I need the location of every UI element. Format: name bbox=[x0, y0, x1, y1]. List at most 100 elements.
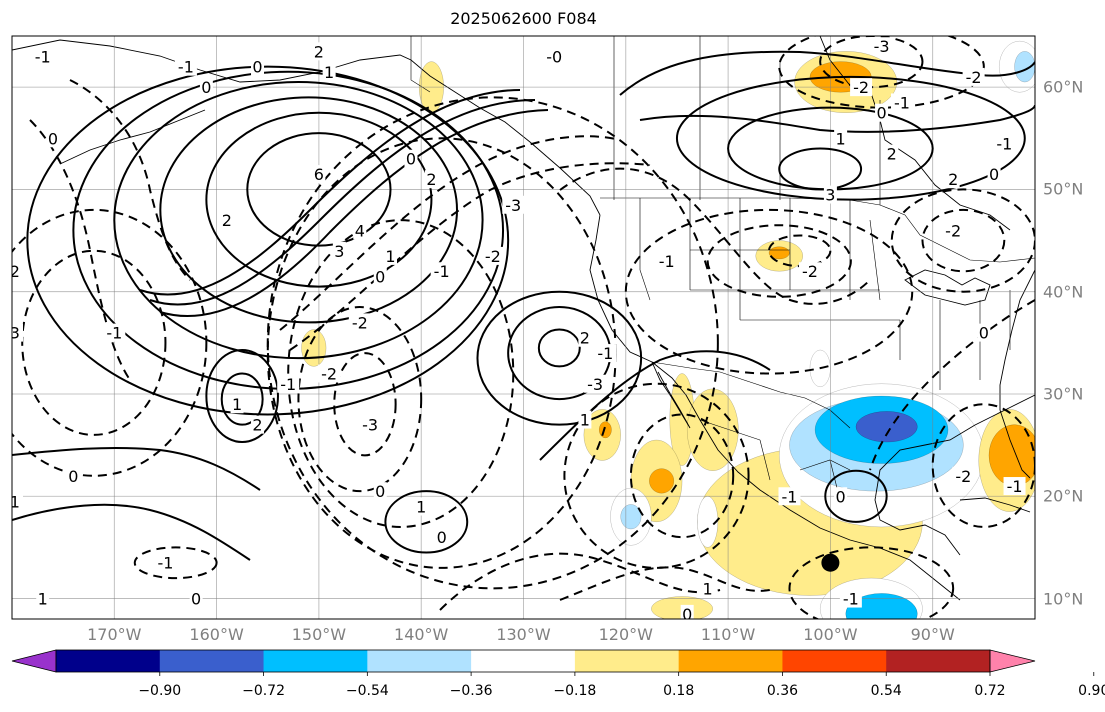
contour-solid bbox=[675, 75, 1026, 201]
longitude-tick-label: 140°W bbox=[394, 625, 449, 644]
contour-label: 2 bbox=[252, 416, 262, 435]
contour-label: 0 bbox=[0, 78, 7, 97]
contour-label-bg bbox=[174, 57, 197, 76]
political-borders bbox=[410, 36, 1035, 501]
marker-layer bbox=[821, 553, 840, 572]
contour-label-bg bbox=[12, 492, 23, 511]
contour-label-bg bbox=[36, 589, 50, 608]
colorbar-segment bbox=[782, 650, 887, 672]
contour-dashed-arc-1 bbox=[279, 135, 621, 331]
contour-label-bg bbox=[103, 323, 126, 342]
contour-label: 4 bbox=[355, 221, 365, 240]
contour-label-bg bbox=[322, 62, 336, 81]
shaded-anomaly-region bbox=[686, 388, 739, 471]
colorbar-extend-low bbox=[11, 649, 57, 673]
contour-dashed bbox=[778, 36, 985, 109]
colorbar-tick-label: 0.72 bbox=[974, 683, 1006, 699]
contour-label-bg bbox=[424, 170, 438, 189]
contour-label-bg bbox=[946, 170, 960, 189]
contour-solid bbox=[220, 372, 264, 426]
contour-label: 0 bbox=[979, 324, 989, 343]
contour-label: 3 bbox=[825, 186, 835, 205]
contour-label-bg bbox=[977, 323, 991, 342]
contour-dashed bbox=[297, 306, 423, 493]
contour-solid-southwest bbox=[12, 503, 251, 561]
contour-label-bg bbox=[885, 144, 899, 163]
colorbar-segment bbox=[574, 650, 680, 672]
contour-label-bg bbox=[66, 466, 80, 485]
contour-label: 0 bbox=[375, 482, 385, 501]
contour-solid bbox=[246, 132, 392, 247]
contour-label: -1 bbox=[996, 134, 1012, 153]
contour-label: -2 bbox=[966, 68, 982, 87]
contour-label-bg bbox=[353, 221, 367, 240]
contour-label: -2 bbox=[485, 247, 501, 266]
colorbar-segment bbox=[56, 650, 161, 672]
border-alaska-canada bbox=[410, 36, 431, 93]
contour-dashed bbox=[21, 249, 167, 436]
contour-dashed-atlantic bbox=[869, 299, 1035, 471]
contour-label: -2 bbox=[955, 467, 971, 486]
coastline-east bbox=[999, 269, 1035, 410]
contour-dashed-west-2 bbox=[29, 119, 131, 381]
colorbar-segment bbox=[471, 650, 576, 672]
latitude-tick-label: 60°N bbox=[1043, 77, 1084, 97]
contour-label-bg bbox=[578, 328, 592, 347]
contour-label-bg bbox=[251, 415, 265, 434]
longitude-tick-label: 160°W bbox=[189, 625, 244, 644]
contour-dashed bbox=[12, 208, 208, 477]
contour-label-bg bbox=[834, 487, 848, 506]
contour-dashed bbox=[629, 413, 735, 539]
contour-label: -2 bbox=[802, 262, 818, 281]
contour-label-bg bbox=[870, 37, 893, 56]
contour-label: 1 bbox=[580, 411, 590, 430]
colorbar-tick-label: −0.54 bbox=[345, 683, 389, 699]
contour-label-bg bbox=[680, 604, 694, 619]
contour-label-bg bbox=[778, 487, 801, 506]
colorbar-segment bbox=[678, 650, 783, 672]
contour-label: 1 bbox=[324, 63, 334, 82]
contour-label: -2 bbox=[321, 365, 337, 384]
contour-label-bg bbox=[701, 579, 715, 598]
contour-label: -1 bbox=[178, 58, 194, 77]
shaded-anomaly-region bbox=[845, 593, 918, 619]
contour-dashed-south-2 bbox=[559, 566, 771, 601]
contour-solid-sw-us bbox=[539, 350, 771, 461]
contour-label-bg bbox=[154, 553, 177, 572]
contour-label-bg bbox=[942, 221, 965, 240]
contour-label: -1 bbox=[4, 492, 20, 511]
contour-dashed bbox=[333, 352, 397, 457]
colorbar-tick-label: 0.36 bbox=[766, 683, 799, 699]
contour-label: 0 bbox=[836, 487, 846, 506]
contour-central-dashed bbox=[559, 167, 871, 305]
contour-label: 0 bbox=[406, 150, 416, 169]
contour-label: -3 bbox=[587, 375, 603, 394]
contour-label-bg bbox=[987, 165, 1001, 184]
contour-label-bg bbox=[502, 195, 525, 214]
contour-label-bg bbox=[230, 395, 244, 414]
latitude-tick-label: 40°N bbox=[1043, 282, 1084, 302]
colorbar-segment bbox=[367, 650, 472, 672]
contour-label-bg bbox=[823, 185, 837, 204]
contour-label: 0 bbox=[682, 605, 692, 624]
contour-label-bg bbox=[430, 262, 453, 281]
longitude-tick-label: 170°W bbox=[87, 625, 142, 644]
shaded-anomaly-region bbox=[599, 421, 612, 439]
border-canada-prov bbox=[613, 36, 881, 205]
contour-jet-arc-solid-3 bbox=[159, 109, 549, 317]
contour-label-bg bbox=[31, 47, 54, 66]
contour-label: -1 bbox=[894, 93, 910, 112]
coastline-florida bbox=[999, 409, 1031, 479]
contour-label: 0 bbox=[876, 104, 886, 123]
contour-label-bg bbox=[850, 78, 873, 97]
contour-label: 2 bbox=[580, 329, 590, 348]
contour-label-bg bbox=[220, 211, 234, 230]
contour-label: 0 bbox=[48, 129, 58, 148]
contour-label-bg bbox=[373, 267, 387, 286]
colorbar-segment bbox=[886, 650, 991, 672]
contour-dashed bbox=[921, 208, 1006, 273]
contour-label-bg bbox=[891, 93, 914, 112]
map-frame bbox=[11, 35, 1036, 620]
contour-label: 1 bbox=[836, 129, 846, 148]
